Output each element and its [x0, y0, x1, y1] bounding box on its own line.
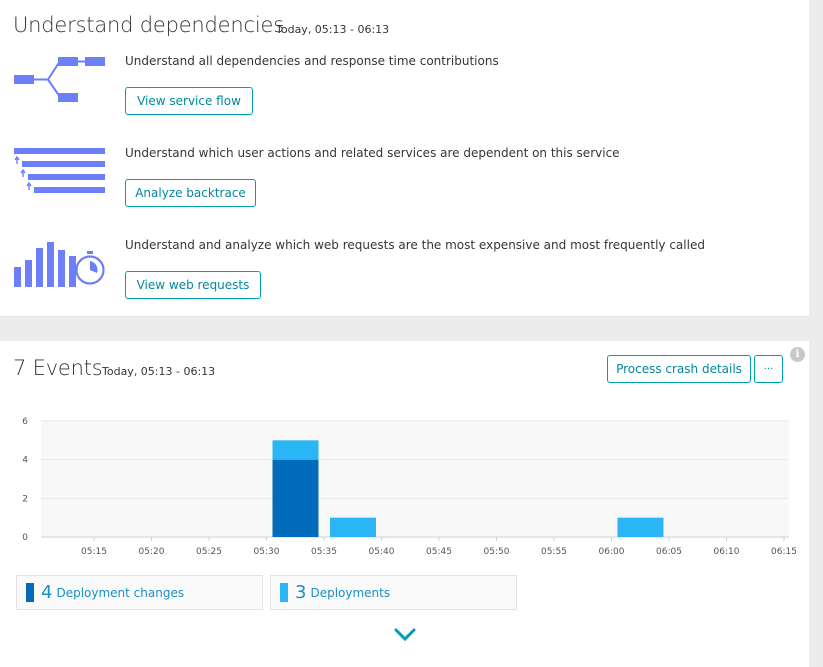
deployments-count: 3 — [295, 582, 307, 603]
x-tick-label: 06:05 — [656, 547, 682, 557]
x-tick-label: 06:10 — [714, 547, 740, 557]
x-tick-label: 05:20 — [139, 547, 165, 557]
x-tick-label: 05:30 — [254, 547, 280, 557]
service-flow-icon — [14, 52, 106, 108]
view-service-flow-button[interactable]: View service flow — [125, 87, 253, 115]
deployments-label: Deployments — [310, 585, 391, 600]
bar-deployments — [617, 517, 664, 537]
dependencies-timeframe: Today, 05:13 - 06:13 — [276, 23, 390, 36]
y-tick-label: 2 — [22, 494, 28, 504]
deployment-changes-swatch — [26, 583, 34, 602]
dependencies-card: Understand dependencies Today, 05:13 - 0… — [0, 0, 809, 317]
x-tick-label: 05:15 — [81, 547, 107, 557]
dependencies-title: Understand dependencies — [13, 13, 284, 37]
web-requests-icon — [14, 240, 106, 294]
x-tick-label: 05:25 — [196, 547, 222, 557]
events-timeframe: Today, 05:13 - 06:13 — [102, 365, 216, 378]
events-chart: 0 2 4 6 05:15 05:20 05:25 05:30 05:35 05:40 05:45 0… — [22, 417, 797, 557]
more-options-button[interactable]: ··· — [754, 355, 783, 383]
bar-deployments — [272, 440, 319, 460]
deployment-changes-count: 4 — [41, 582, 53, 603]
bar-deployment-changes — [272, 459, 319, 537]
backtrace-description: Understand which user actions and relate… — [125, 146, 620, 160]
service-flow-description: Understand all dependencies and response… — [125, 54, 499, 68]
info-icon[interactable]: i — [790, 347, 805, 362]
legend-deployment-changes[interactable]: 4 Deployment changes — [16, 575, 263, 610]
x-tick-label: 06:15 — [771, 547, 797, 557]
view-web-requests-button[interactable]: View web requests — [125, 271, 261, 299]
y-tick-label: 0 — [22, 533, 28, 543]
expand-chevron-icon[interactable] — [394, 627, 416, 646]
events-title: 7 Events — [13, 356, 103, 380]
analyze-backtrace-button[interactable]: Analyze backtrace — [125, 179, 256, 207]
x-tick-label: 05:40 — [369, 547, 395, 557]
legend-deployments[interactable]: 3 Deployments — [270, 575, 517, 610]
deployment-changes-label: Deployment changes — [56, 585, 185, 600]
backtrace-icon — [14, 146, 106, 200]
deployments-swatch — [280, 583, 288, 602]
y-tick-label: 4 — [22, 456, 28, 466]
x-tick-label: 05:35 — [311, 547, 337, 557]
process-crash-details-button[interactable]: Process crash details — [607, 355, 751, 383]
x-tick-label: 05:50 — [484, 547, 510, 557]
x-tick-label: 06:00 — [599, 547, 625, 557]
y-tick-label: 6 — [22, 417, 28, 427]
bar-deployments — [330, 517, 376, 537]
x-tick-label: 05:45 — [426, 547, 452, 557]
web-requests-description: Understand and analyze which web request… — [125, 238, 705, 252]
plot-area — [41, 421, 789, 537]
x-tick-label: 05:55 — [541, 547, 567, 557]
